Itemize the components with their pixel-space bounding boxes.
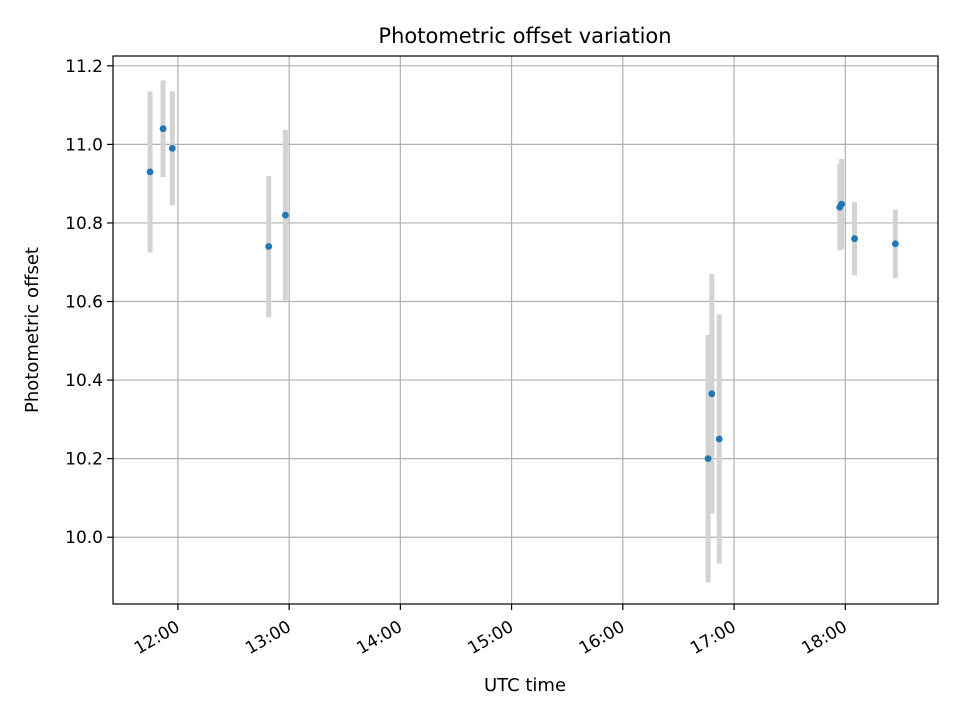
data-point <box>715 435 723 443</box>
x-axis-label: UTC time <box>484 675 566 696</box>
x-tick-label: 17:00 <box>687 617 739 659</box>
y-tick-label: 10.0 <box>65 528 103 548</box>
data-point <box>891 240 899 248</box>
y-tick-label: 10.8 <box>65 214 103 234</box>
data-point <box>168 144 176 152</box>
y-axis-label: Photometric offset <box>22 247 43 413</box>
y-tick-label: 10.2 <box>65 450 103 470</box>
x-tick-label: 13:00 <box>242 617 294 659</box>
data-point <box>838 200 845 208</box>
y-tick-label: 10.6 <box>65 293 103 313</box>
data-point <box>265 243 273 250</box>
data-point <box>851 235 858 243</box>
data-points <box>146 125 899 463</box>
x-tick-label: 16:00 <box>576 617 628 659</box>
y-tick-label: 11.0 <box>65 135 103 155</box>
x-tick-label: 18:00 <box>798 617 850 659</box>
x-tick-label: 12:00 <box>131 617 183 659</box>
x-tick-label: 15:00 <box>465 617 517 659</box>
data-point <box>282 211 289 219</box>
y-tick-label: 10.4 <box>65 371 103 391</box>
x-tick-label: 14:00 <box>353 617 405 659</box>
x-axis-ticks: 12:00 13:00 14:00 15:00 16:00 17:00 18:00 <box>131 604 851 659</box>
data-point <box>708 390 716 398</box>
y-axis-ticks: 10.0 10.2 10.4 10.6 10.8 11.0 11.2 <box>65 57 113 548</box>
data-point <box>146 168 154 176</box>
plot-frame <box>112 55 939 605</box>
data-point <box>704 455 712 463</box>
chart-title: Photometric offset variation <box>378 24 671 48</box>
data-point <box>159 125 167 133</box>
plot-background <box>113 56 938 604</box>
grid <box>113 56 938 604</box>
y-tick-label: 11.2 <box>65 57 103 77</box>
